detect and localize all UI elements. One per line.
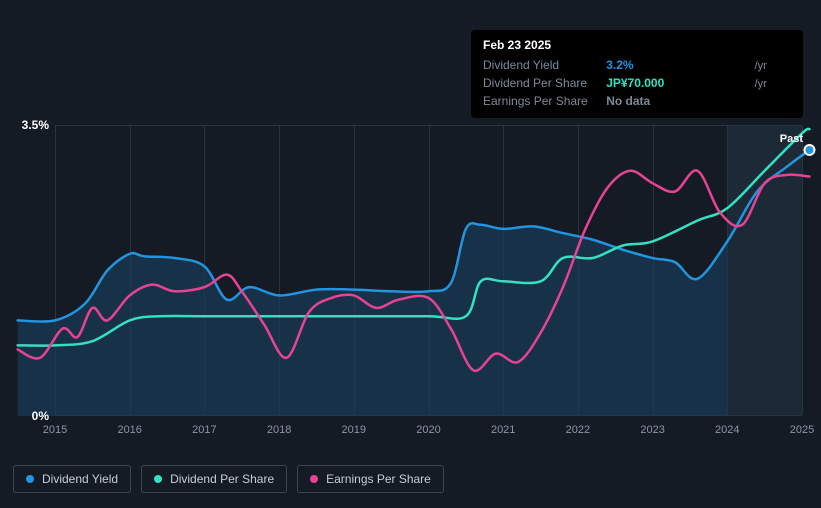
legend-dot xyxy=(310,475,318,483)
past-label: Past xyxy=(780,133,803,145)
tooltip-row-value: 3.2% xyxy=(606,56,750,74)
legend-label: Dividend Yield xyxy=(42,472,118,486)
tooltip-date: Feb 23 2025 xyxy=(483,38,791,52)
y-axis-label: 3.5% xyxy=(9,118,49,132)
legend-item-dividend_yield[interactable]: Dividend Yield xyxy=(13,465,131,493)
hover-tooltip: Feb 23 2025 Dividend Yield3.2%/yrDividen… xyxy=(471,30,803,118)
legend-label: Dividend Per Share xyxy=(170,472,274,486)
x-axis-label: 2020 xyxy=(416,424,440,436)
tooltip-row: Earnings Per ShareNo data xyxy=(483,92,791,110)
x-axis-label: 2015 xyxy=(43,424,67,436)
x-axis-label: 2022 xyxy=(566,424,590,436)
x-axis-label: 2024 xyxy=(715,424,739,436)
tooltip-row-unit: /yr xyxy=(751,74,791,92)
legend-dot xyxy=(26,475,34,483)
dividend-chart: 0% 3.5% 2015 2016 2017 2018 2019 2020 2021 2022 2… xyxy=(0,0,821,450)
tooltip-row-label: Earnings Per Share xyxy=(483,92,606,110)
area-fill-dividend-yield xyxy=(18,223,728,416)
x-axis-label: 2018 xyxy=(267,424,291,436)
tooltip-row-label: Dividend Per Share xyxy=(483,74,606,92)
x-axis-label: 2019 xyxy=(342,424,366,436)
tooltip-row-label: Dividend Yield xyxy=(483,56,606,74)
tooltip-table: Dividend Yield3.2%/yrDividend Per ShareJ… xyxy=(483,56,791,110)
tooltip-row-value: No data xyxy=(606,92,750,110)
legend-dot xyxy=(154,475,162,483)
legend-label: Earnings Per Share xyxy=(326,472,431,486)
y-axis-label: 0% xyxy=(9,409,49,423)
gridline xyxy=(802,126,803,415)
legend-item-earnings_per_share[interactable]: Earnings Per Share xyxy=(297,465,444,493)
tooltip-row-value: JP¥70.000 xyxy=(606,74,750,92)
legend-item-dividend_per_share[interactable]: Dividend Per Share xyxy=(141,465,287,493)
tooltip-row: Dividend Yield3.2%/yr xyxy=(483,56,791,74)
current-marker-dividend_yield xyxy=(804,145,814,155)
legend: Dividend Yield Dividend Per Share Earnings… xyxy=(13,465,444,493)
x-axis-label: 2025 xyxy=(790,424,814,436)
x-axis-label: 2023 xyxy=(640,424,664,436)
chart-lines xyxy=(55,125,802,416)
x-axis-label: 2016 xyxy=(117,424,141,436)
tooltip-row-unit xyxy=(751,92,791,110)
tooltip-row-unit: /yr xyxy=(751,56,791,74)
tooltip-row: Dividend Per ShareJP¥70.000/yr xyxy=(483,74,791,92)
x-axis-label: 2021 xyxy=(491,424,515,436)
future-band xyxy=(727,125,802,416)
x-axis-label: 2017 xyxy=(192,424,216,436)
